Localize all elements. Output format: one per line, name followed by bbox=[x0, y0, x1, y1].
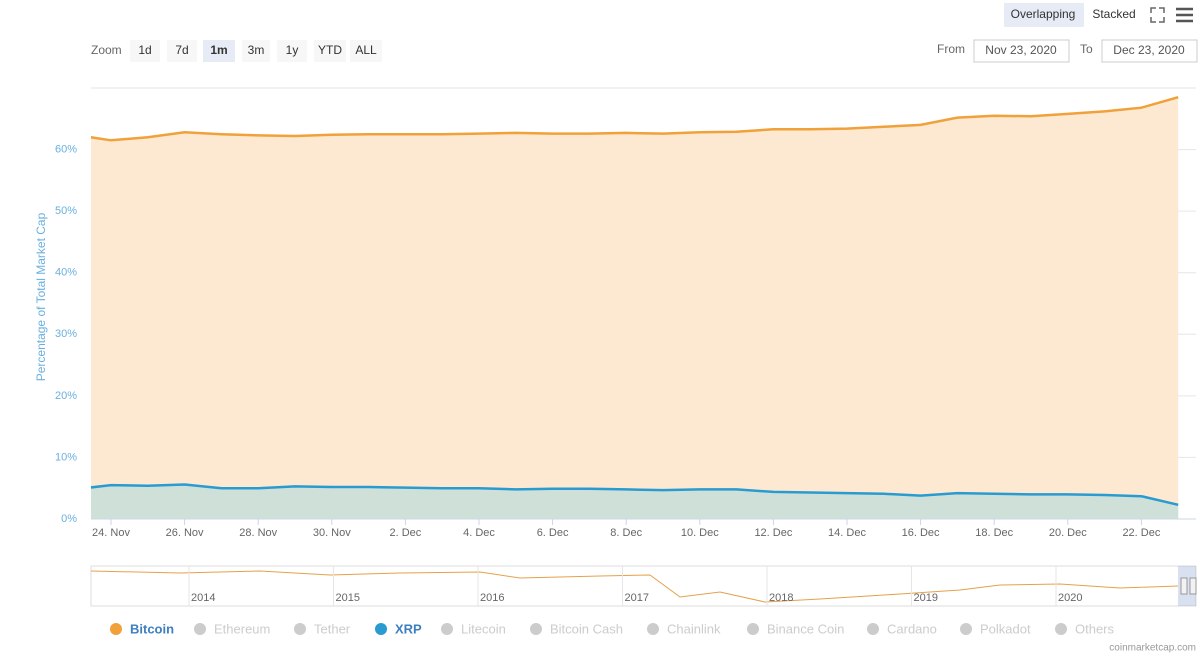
x-tick-label: 12. Dec bbox=[754, 527, 792, 539]
zoom-button-label[interactable]: ALL bbox=[355, 43, 377, 57]
legend-marker[interactable] bbox=[294, 623, 306, 635]
legend-marker[interactable] bbox=[110, 623, 122, 635]
legend-label[interactable]: Cardano bbox=[887, 621, 937, 636]
zoom-button[interactable] bbox=[314, 40, 346, 62]
legend-marker[interactable] bbox=[530, 623, 542, 635]
area bbox=[91, 484, 1179, 519]
legend-label[interactable]: Others bbox=[1075, 621, 1115, 636]
y-tick-label: 0% bbox=[61, 513, 77, 525]
x-tick-label: 22. Dec bbox=[1122, 527, 1160, 539]
legend-label[interactable]: Litecoin bbox=[461, 621, 506, 636]
legend-marker[interactable] bbox=[1055, 623, 1067, 635]
navigator[interactable] bbox=[90, 565, 1197, 607]
navigator-line bbox=[90, 570, 1179, 603]
line bbox=[91, 483, 1179, 507]
zoom-label: Zoom bbox=[91, 43, 122, 57]
zoom-button-label[interactable]: 3m bbox=[248, 43, 265, 57]
legend-label[interactable]: Tether bbox=[314, 621, 351, 636]
x-tick-label: 10. Dec bbox=[681, 527, 719, 539]
from-label: From bbox=[937, 42, 965, 56]
to-label: To bbox=[1080, 42, 1093, 56]
line bbox=[91, 95, 1179, 142]
x-tick-label: 24. Nov bbox=[92, 527, 130, 539]
zoom-button-label[interactable]: 1m bbox=[210, 43, 227, 57]
y-tick-label: 10% bbox=[55, 451, 77, 463]
zoom-button-label[interactable]: 7d bbox=[175, 43, 188, 57]
navigator-label: 2019 bbox=[914, 592, 938, 604]
legend-label[interactable]: Bitcoin bbox=[130, 621, 174, 636]
x-tick-label: 30. Nov bbox=[313, 527, 351, 539]
legend-label[interactable]: Bitcoin Cash bbox=[550, 621, 623, 636]
navigator-handle[interactable] bbox=[1180, 577, 1188, 595]
menu-icon[interactable] bbox=[1176, 7, 1193, 23]
y-tick-label: 40% bbox=[55, 267, 77, 279]
navigator-label: 2015 bbox=[336, 592, 360, 604]
navigator-label: 2018 bbox=[769, 592, 793, 604]
legend-marker[interactable] bbox=[960, 623, 972, 635]
legend-label[interactable]: Ethereum bbox=[214, 621, 270, 636]
x-tick-label: 8. Dec bbox=[610, 527, 642, 539]
mode-button[interactable] bbox=[1004, 3, 1084, 27]
navigator-label: 2016 bbox=[480, 592, 504, 604]
x-tick-label: 18. Dec bbox=[975, 527, 1013, 539]
legend-marker[interactable] bbox=[867, 623, 879, 635]
area bbox=[91, 97, 1179, 519]
navigator-handle[interactable] bbox=[1189, 577, 1197, 595]
legend-marker[interactable] bbox=[441, 623, 453, 635]
legend-marker[interactable] bbox=[194, 623, 206, 635]
y-tick-label: 20% bbox=[55, 390, 77, 402]
mode-label[interactable]: Overlapping bbox=[1011, 7, 1076, 21]
mode-label[interactable]: Stacked bbox=[1092, 7, 1135, 21]
x-tick-label: 26. Nov bbox=[166, 527, 204, 539]
y-tick-label: 60% bbox=[55, 143, 77, 155]
legend-marker[interactable] bbox=[647, 623, 659, 635]
to-input[interactable] bbox=[1101, 39, 1198, 63]
navigator-label: 2020 bbox=[1058, 592, 1082, 604]
zoom-button[interactable] bbox=[350, 40, 382, 62]
x-tick-label: 16. Dec bbox=[902, 527, 940, 539]
from-input[interactable] bbox=[973, 39, 1070, 63]
legend-marker[interactable] bbox=[747, 623, 759, 635]
x-tick-label: 14. Dec bbox=[828, 527, 866, 539]
legend-label[interactable]: Polkadot bbox=[980, 621, 1031, 636]
x-tick-label: 28. Nov bbox=[239, 527, 277, 539]
legend-label[interactable]: XRP bbox=[395, 621, 422, 636]
from-value[interactable]: Nov 23, 2020 bbox=[985, 43, 1057, 57]
x-tick-label: 2. Dec bbox=[390, 527, 422, 539]
credit: coinmarketcap.com bbox=[1109, 643, 1196, 654]
fullscreen-icon[interactable] bbox=[1150, 7, 1165, 23]
x-tick-label: 4. Dec bbox=[463, 527, 495, 539]
to-value[interactable]: Dec 23, 2020 bbox=[1113, 43, 1185, 57]
zoom-button[interactable] bbox=[203, 40, 235, 62]
zoom-button[interactable] bbox=[167, 40, 197, 62]
y-tick-label: 30% bbox=[55, 328, 77, 340]
zoom-button[interactable] bbox=[277, 40, 307, 62]
zoom-button[interactable] bbox=[130, 40, 160, 62]
navigator-label: 2014 bbox=[191, 592, 215, 604]
zoom-button-label[interactable]: 1y bbox=[286, 43, 299, 57]
y-tick-label: 50% bbox=[55, 205, 77, 217]
legend-label[interactable]: Chainlink bbox=[667, 621, 721, 636]
zoom-button-label[interactable]: YTD bbox=[318, 43, 342, 57]
zoom-button[interactable] bbox=[242, 40, 270, 62]
y-axis-label: Percentage of Total Market Cap bbox=[34, 212, 48, 381]
legend-marker[interactable] bbox=[375, 623, 387, 635]
x-tick-label: 6. Dec bbox=[537, 527, 569, 539]
zoom-button-label[interactable]: 1d bbox=[138, 43, 151, 57]
legend-label[interactable]: Binance Coin bbox=[767, 621, 844, 636]
x-tick-label: 20. Dec bbox=[1049, 527, 1087, 539]
navigator-label: 2017 bbox=[625, 592, 649, 604]
